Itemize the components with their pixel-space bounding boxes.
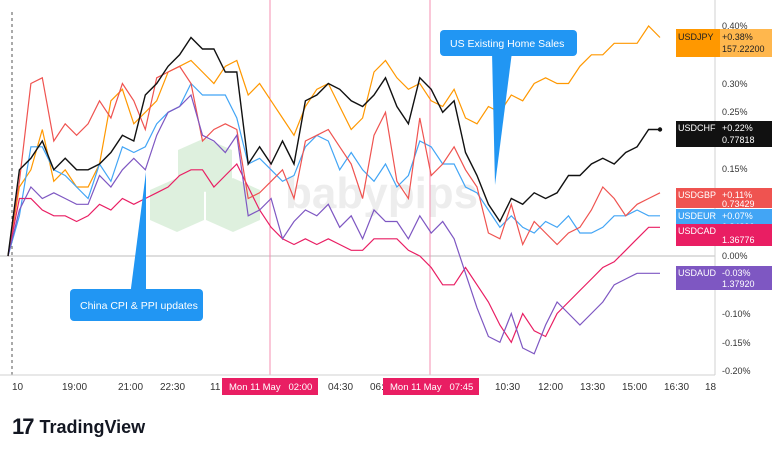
watermark-text: babypips (285, 169, 478, 218)
badge-bg (676, 224, 772, 246)
tradingview-wordmark: TradingView (39, 416, 146, 437)
badge-change: +0.11% (722, 190, 752, 200)
series-line-usdjpy (7, 25, 661, 257)
callout-pointer (492, 52, 512, 185)
tradingview-logo: 17 TradingView (12, 414, 145, 440)
badge-price: 0.77818 (722, 135, 755, 145)
y-tick: -0.10% (722, 309, 751, 319)
badge-bg (676, 121, 772, 147)
badge-bg (676, 266, 772, 290)
badge-price: 1.37920 (722, 279, 755, 289)
x-tick: 10 (12, 382, 24, 393)
badge-bg (676, 188, 772, 208)
x-tick: 16:30 (664, 382, 689, 393)
series-line-usdgbp (7, 65, 661, 257)
series-line-usdeur (7, 82, 660, 257)
x-tick: 19:00 (62, 382, 87, 393)
x-tick: 21:00 (118, 382, 143, 393)
callout-china-cpi-ppi: China CPI & PPI updates (70, 172, 203, 321)
callout-box (440, 30, 577, 56)
badge-bg (676, 29, 720, 57)
callout-text: US Existing Home Sales (450, 38, 564, 50)
callout-us-existing-home-sales: US Existing Home Sales (440, 30, 577, 185)
vmarker-label-text: Mon 11 May 07:45 (390, 382, 473, 393)
badge-change: +0.07% (722, 211, 753, 221)
x-tick: 15:00 (622, 382, 647, 393)
badge-change: -0.03% (722, 268, 751, 278)
y-tick: -0.20% (722, 366, 751, 376)
watermark: babypips (150, 138, 478, 232)
badge-value-bg (720, 29, 772, 57)
x-tick: 12:00 (538, 382, 563, 393)
vmarker-label-box (222, 378, 318, 395)
y-tick: 0.00% (722, 251, 748, 261)
x-tick: 04:30 (328, 382, 353, 393)
tradingview-mark-icon: 17 (12, 414, 35, 439)
callout-text: China CPI & PPI updates (80, 300, 198, 312)
y-tick: 0.40% (722, 21, 748, 31)
y-tick: 0.30% (722, 79, 748, 89)
y-tick: -0.15% (722, 338, 751, 348)
vmarker-label-text: Mon 11 May 02:00 (229, 382, 312, 393)
badge-name: USDEUR (678, 211, 717, 221)
watermark-logo-cube (150, 178, 204, 232)
callout-box (70, 289, 203, 321)
badge-usdjpy: USDJPY +0.38% 157.22200 (676, 29, 772, 57)
badge-name: USDJPY (678, 32, 714, 42)
badge-price: 0.73429 (722, 199, 755, 209)
badge-usdgbp: USDGBP +0.11% 0.73429 (676, 188, 772, 209)
vmarker-label-2: Mon 11 May 07:45 (383, 378, 479, 395)
y-tick: 0.25% (722, 107, 748, 117)
x-tick: 10:30 (495, 382, 520, 393)
watermark-logo-cube (178, 138, 232, 192)
series-line-usdaud (7, 93, 660, 355)
y-tick: 0.15% (722, 164, 748, 174)
badge-usdaud: USDAUD -0.03% 1.37920 (676, 266, 772, 290)
badge-name: USDCHF (678, 123, 716, 133)
x-tick: 11 (210, 382, 221, 393)
badge-price: 157.22200 (722, 44, 765, 54)
callout-pointer (130, 172, 146, 296)
series-line-usdcad (7, 162, 660, 344)
x-tick: 18 (705, 382, 717, 393)
badge-name: USDAUD (678, 268, 717, 278)
badge-usdchf: USDCHF +0.22% 0.77818 (676, 121, 772, 147)
x-axis: 10 19:00 21:00 22:30 11 04:30 06: 10:30 … (12, 382, 717, 393)
vmarker-label-box (383, 378, 479, 395)
badge-change: +0.22% (722, 123, 753, 133)
usdchf-end-dot (657, 127, 663, 132)
x-tick: 13:30 (580, 382, 605, 393)
badge-price: 1.36776 (722, 235, 755, 245)
badge-usdcad: USDCAD 1.36776 (676, 224, 772, 246)
x-tick: 06: (370, 382, 384, 393)
badge-name: USDCAD (678, 226, 717, 236)
badge-change: +0.38% (722, 32, 753, 42)
series-line-usdchf (7, 36, 660, 257)
vmarker-label-1: Mon 11 May 02:00 (222, 378, 318, 395)
x-tick: 22:30 (160, 382, 185, 393)
badge-name: USDGBP (678, 190, 716, 200)
series-layer (7, 25, 663, 355)
